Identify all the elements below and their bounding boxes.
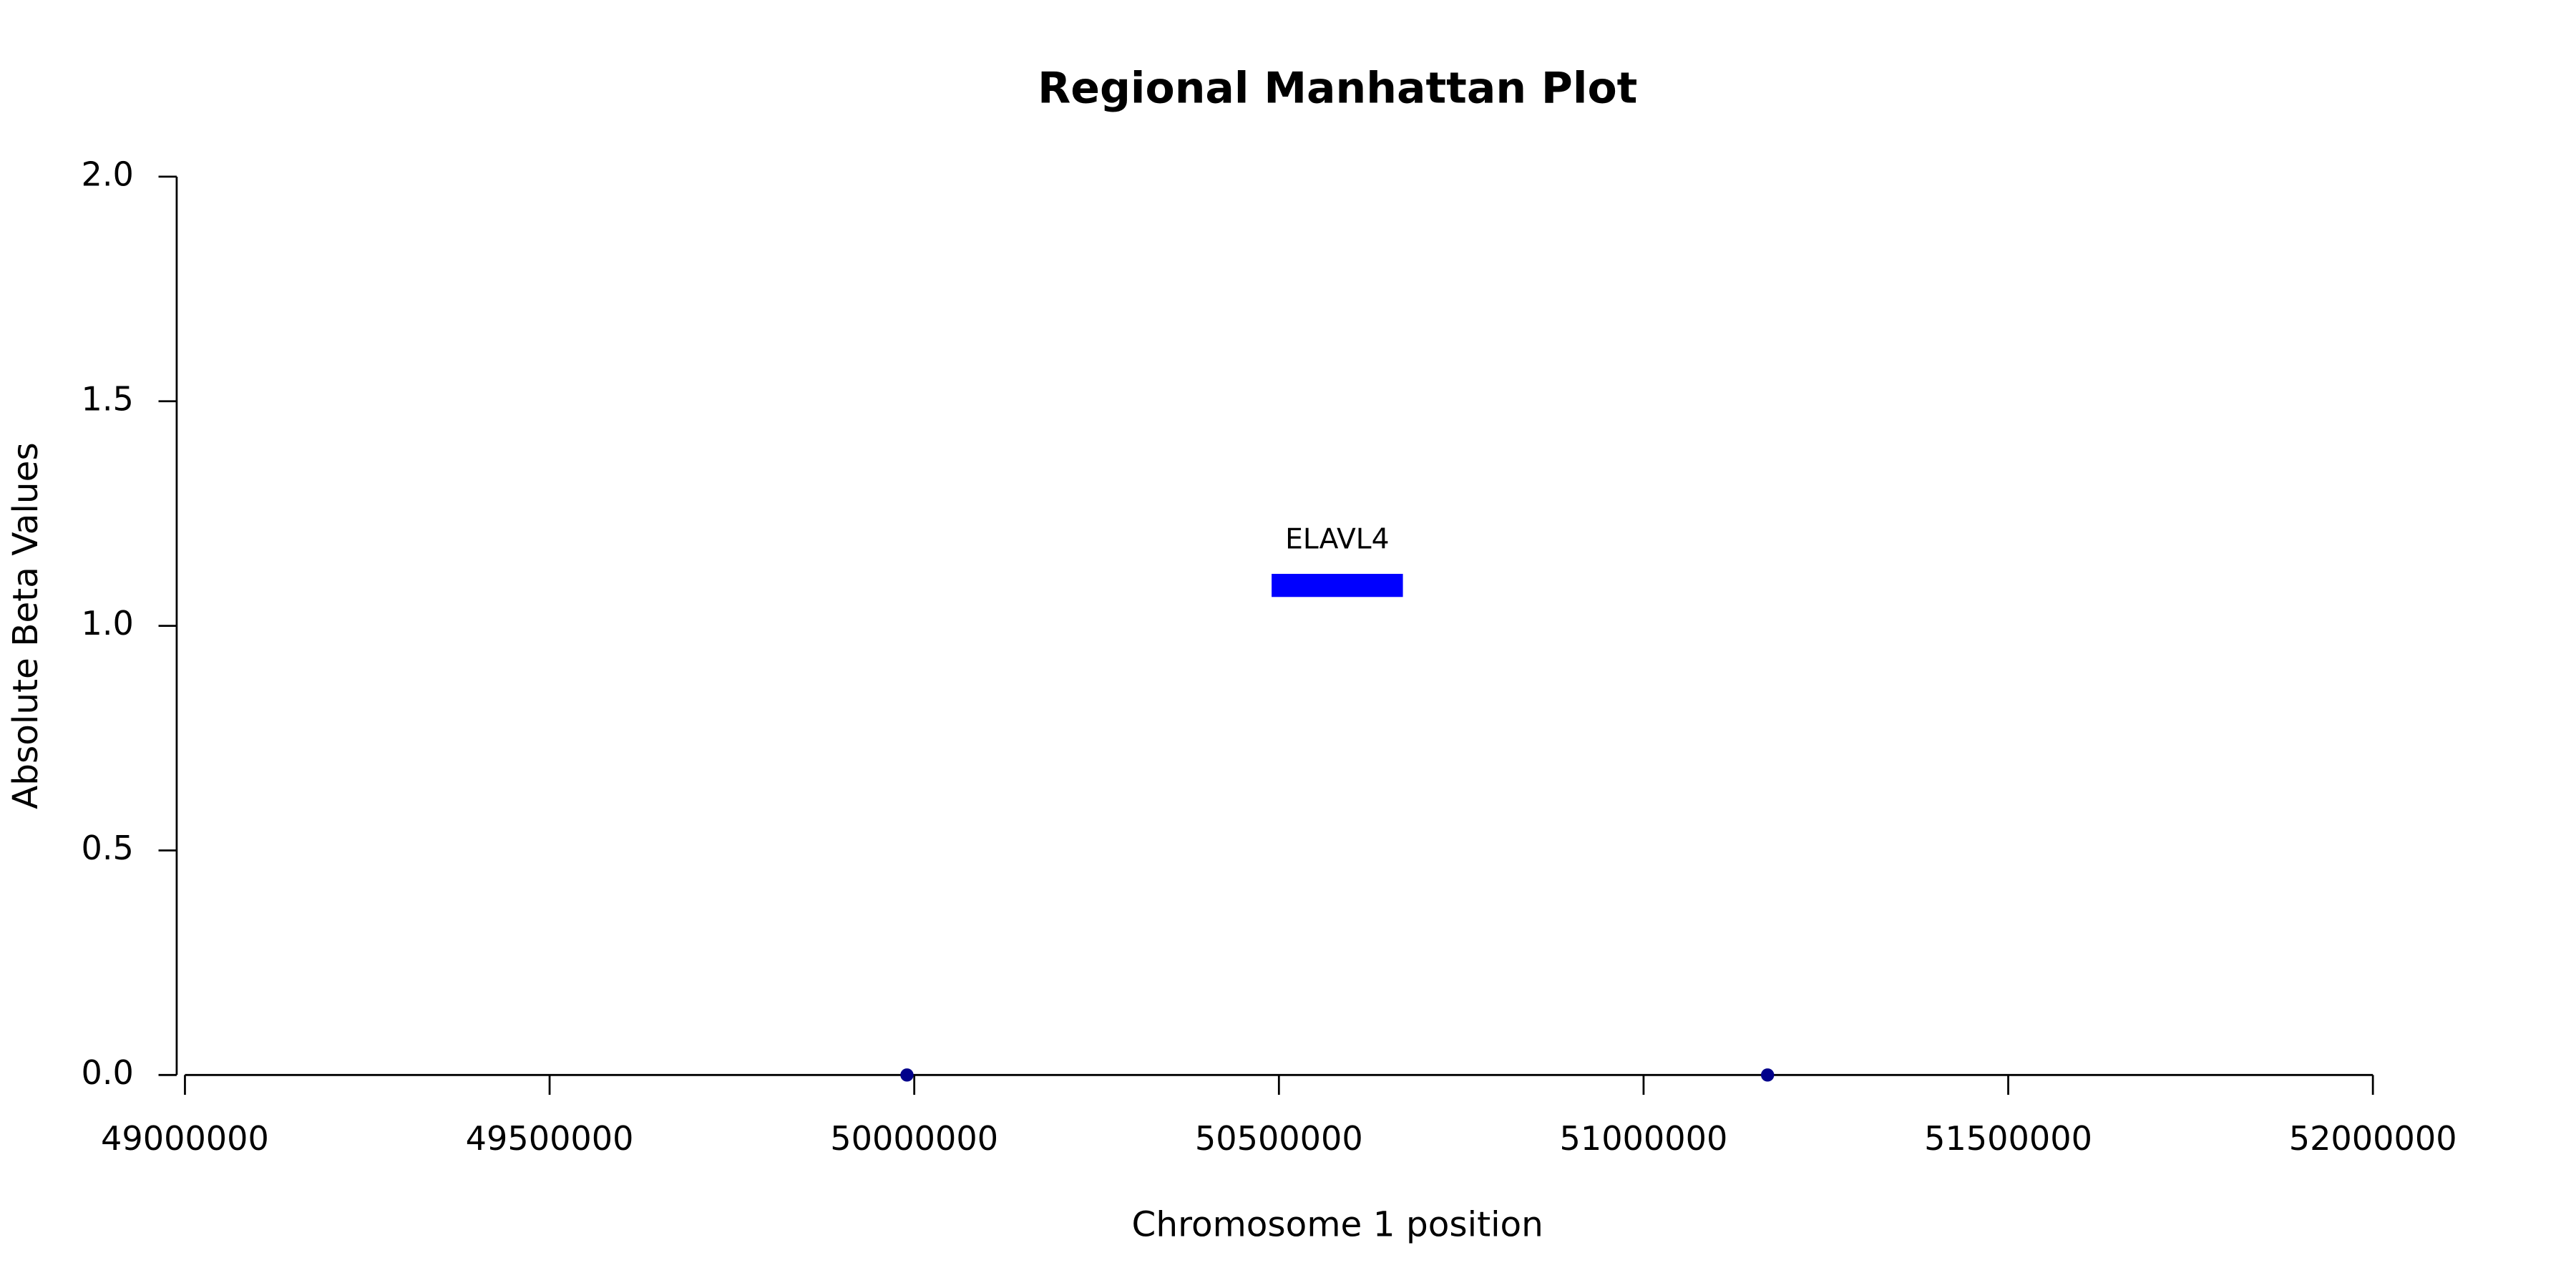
chart-title: Regional Manhattan Plot (1038, 64, 1637, 114)
y-tick-label: 0.0 (82, 1053, 134, 1092)
y-tick-label: 2.0 (82, 155, 134, 193)
x-axis-label: Chromosome 1 position (1132, 1205, 1543, 1245)
data-point (1760, 1068, 1775, 1082)
y-tick-label: 1.0 (82, 604, 134, 643)
x-tick-label: 51000000 (1559, 1119, 1727, 1158)
gene-label: ELAVL4 (1285, 523, 1389, 555)
y-tick-label: 0.5 (82, 829, 134, 867)
x-tick-label: 51500000 (1924, 1119, 2092, 1158)
x-tick-label: 49500000 (466, 1119, 634, 1158)
data-point (900, 1068, 914, 1082)
y-axis-label: Absolute Beta Values (6, 442, 46, 809)
x-tick-label: 50500000 (1195, 1119, 1363, 1158)
y-tick-label: 1.5 (82, 379, 134, 418)
x-tick-label: 49000000 (101, 1119, 269, 1158)
x-tick-label: 52000000 (2289, 1119, 2457, 1158)
gene-bar (1272, 573, 1403, 597)
x-tick-label: 50000000 (830, 1119, 998, 1158)
